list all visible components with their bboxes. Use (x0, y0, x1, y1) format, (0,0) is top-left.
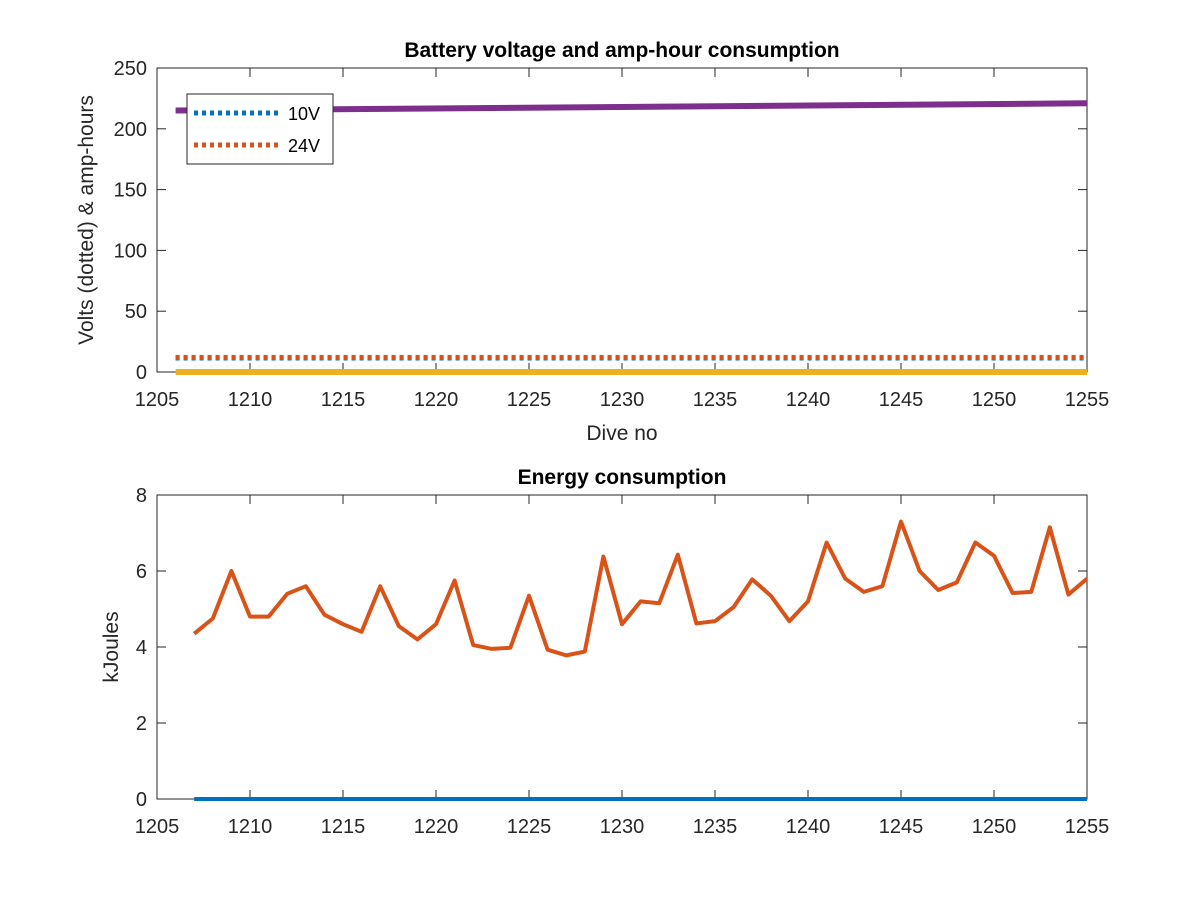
voltage-y-axis-label: Volts (dotted) & amp-hours (75, 95, 98, 345)
legend-label-24v: 24V (288, 136, 320, 156)
energy-y-axis-label: kJoules (100, 611, 123, 682)
voltage-y-tick-label: 0 (136, 362, 147, 384)
energy-plot-lines (192, 519, 1089, 801)
energy-y-tick-label: 2 (136, 713, 147, 735)
voltage-subplot: 1205 1210 1215 1220 1225 1230 1235 1240 1245 1250… (75, 39, 1109, 445)
voltage-y-tick-label: 250 (114, 58, 147, 80)
voltage-x-axis-label: Dive no (586, 422, 657, 445)
voltage-x-tick-label: 1255 (1065, 389, 1110, 411)
voltage-x-tick-label: 1235 (693, 389, 738, 411)
voltage-y-tick-label: 50 (125, 301, 147, 323)
voltage-x-tick-label: 1240 (786, 389, 831, 411)
voltage-x-tick-label: 1210 (228, 389, 273, 411)
voltage-y-tick-label: 150 (114, 180, 147, 202)
energy-y-tick-label: 0 (136, 789, 147, 811)
energy-x-tick-label: 1240 (786, 816, 831, 838)
voltage-x-tick-label: 1250 (972, 389, 1017, 411)
energy-subplot: 1205 1210 1215 1220 1225 1230 1235 1240 1245 1250… (100, 466, 1109, 838)
voltage-x-tick-label: 1205 (135, 389, 180, 411)
legend-box (186, 93, 334, 165)
voltage-y-tick-label: 200 (114, 119, 147, 141)
energy-series-1-line (192, 519, 1089, 658)
energy-x-tick-label: 1220 (414, 816, 459, 838)
voltage-x-tick-label: 1215 (321, 389, 366, 411)
energy-x-tick-label: 1245 (879, 816, 924, 838)
energy-y-tick-label: 4 (136, 637, 147, 659)
voltage-chart-title: Battery voltage and amp-hour consumption (404, 39, 839, 62)
energy-x-tick-label: 1205 (135, 816, 180, 838)
voltage-x-tick-label: 1220 (414, 389, 459, 411)
energy-x-tick-label: 1215 (321, 816, 366, 838)
voltage-y-tick-label: 100 (114, 240, 147, 262)
energy-x-tick-label: 1225 (507, 816, 552, 838)
energy-x-tick-label: 1255 (1065, 816, 1110, 838)
energy-axes-box (156, 494, 1088, 800)
energy-y-tick-label: 6 (136, 561, 147, 583)
energy-x-tick-label: 1230 (600, 816, 645, 838)
voltage-x-tick-label: 1230 (600, 389, 645, 411)
energy-axis-ticks: 1205 1210 1215 1220 1225 1230 1235 1240 1245 1250… (135, 485, 1110, 838)
voltage-x-tick-label: 1245 (879, 389, 924, 411)
energy-x-tick-label: 1235 (693, 816, 738, 838)
voltage-legend: 10V 24V (186, 93, 334, 165)
energy-x-tick-label: 1250 (972, 816, 1017, 838)
energy-chart-title: Energy consumption (518, 466, 727, 489)
voltage-x-tick-label: 1225 (507, 389, 552, 411)
legend-label-10v: 10V (288, 104, 320, 124)
energy-x-tick-label: 1210 (228, 816, 273, 838)
voltage-axis-ticks: 1205 1210 1215 1220 1225 1230 1235 1240 1245 1250… (114, 58, 1110, 411)
energy-y-tick-label: 8 (136, 485, 147, 507)
